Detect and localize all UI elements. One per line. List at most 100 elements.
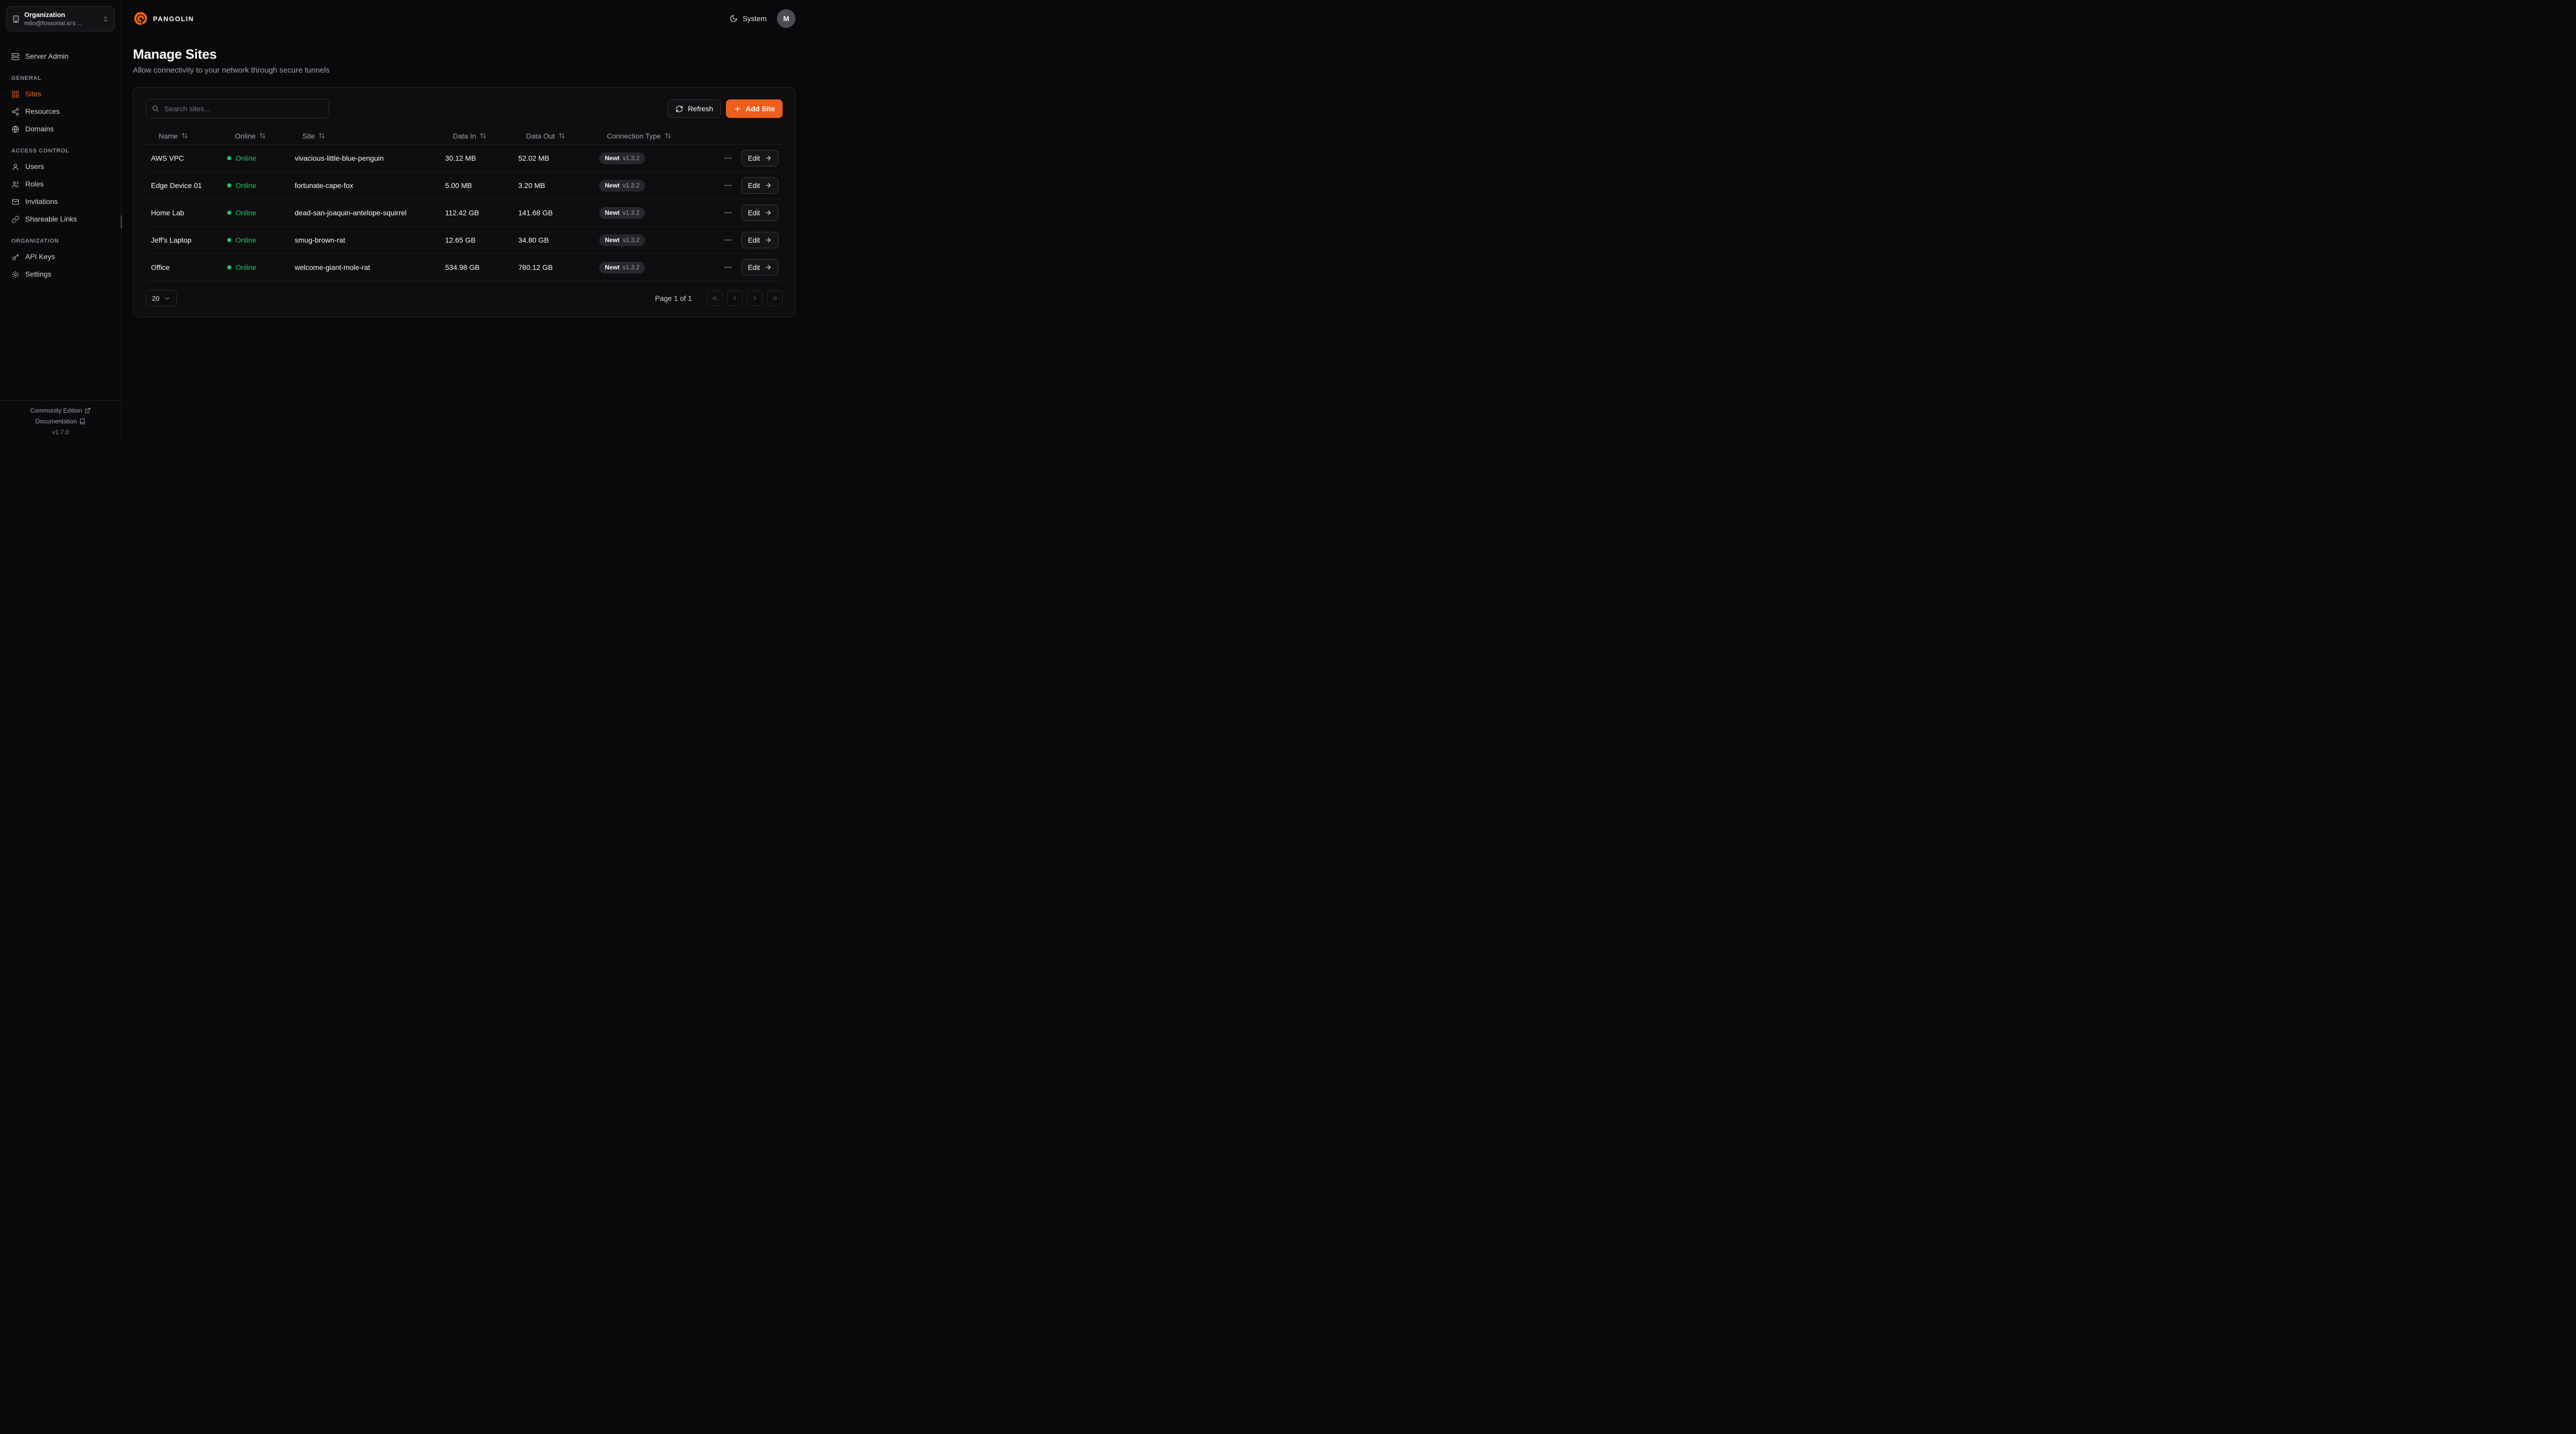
edit-button[interactable]: Edit xyxy=(741,204,778,221)
version-label: v1.7.0 xyxy=(52,429,69,436)
page-title: Manage Sites xyxy=(133,46,217,62)
community-edition-label: Community Edition xyxy=(30,407,82,414)
connection-version: v1.3.2 xyxy=(622,209,640,216)
site-id-cell: welcome-giant-mole-rat xyxy=(295,263,370,271)
connection-name: Newt xyxy=(605,209,620,216)
page-size-select[interactable]: 20 xyxy=(146,290,177,306)
row-menu-button[interactable] xyxy=(722,234,734,246)
online-label: Online xyxy=(235,209,257,217)
connection-version: v1.3.2 xyxy=(622,263,640,271)
connection-badge: Newt v1.3.2 xyxy=(599,234,646,246)
page-status: Page 1 of 1 xyxy=(655,294,692,302)
last-page-button[interactable] xyxy=(767,291,783,306)
refresh-label: Refresh xyxy=(688,105,714,113)
table-toolbar: Refresh Add Site xyxy=(146,99,783,118)
arrow-right-icon xyxy=(765,155,772,162)
section-label-access-control: ACCESS CONTROL xyxy=(11,148,70,154)
documentation-link[interactable]: Documentation xyxy=(36,418,86,425)
sidebar-footer: Community Edition Documentation v xyxy=(0,400,121,443)
pangolin-logo xyxy=(133,11,148,26)
sidebar-item-invitations[interactable]: Invitations xyxy=(6,193,115,210)
sort-icon xyxy=(480,132,486,139)
online-status: Online xyxy=(227,209,295,217)
edit-button[interactable]: Edit xyxy=(741,232,778,248)
column-label: Data Out xyxy=(526,131,555,140)
online-status: Online xyxy=(227,263,295,271)
edit-button[interactable]: Edit xyxy=(741,259,778,276)
column-header-online[interactable]: Online xyxy=(227,132,295,140)
pagination-controls: Page 1 of 1 xyxy=(655,291,783,306)
column-header-connection-type[interactable]: Connection Type xyxy=(599,132,680,140)
edit-button[interactable]: Edit xyxy=(741,177,778,194)
column-label: Online xyxy=(235,131,256,140)
gear-icon xyxy=(11,270,20,279)
row-menu-button[interactable] xyxy=(722,207,734,219)
sort-icon xyxy=(665,132,671,139)
data-in-cell: 12.65 GB xyxy=(445,236,476,244)
book-icon xyxy=(79,418,86,424)
sidebar-item-api-keys[interactable]: API Keys xyxy=(6,248,115,265)
column-header-data-in[interactable]: Data In xyxy=(445,132,518,140)
external-link-icon xyxy=(84,407,91,414)
connection-type-cell: Newt v1.3.2 xyxy=(599,152,680,164)
edit-button[interactable]: Edit xyxy=(741,150,778,166)
site-id-cell: fortunate-cape-fox xyxy=(295,181,353,190)
connection-name: Newt xyxy=(605,263,620,271)
column-header-site[interactable]: Site xyxy=(295,132,445,140)
sidebar-nav: Server Admin GENERAL Sites xyxy=(0,36,121,400)
org-title: Organization xyxy=(24,11,65,19)
waypoints-icon xyxy=(11,108,20,116)
site-name-cell: AWS VPC xyxy=(151,154,184,162)
section-label-general: GENERAL xyxy=(11,75,42,81)
search-input[interactable] xyxy=(146,99,329,118)
org-selector[interactable]: Organization milo@fossorial.io's ... xyxy=(6,6,115,31)
edit-label: Edit xyxy=(748,209,760,217)
row-menu-button[interactable] xyxy=(722,179,734,192)
connection-type-cell: Newt v1.3.2 xyxy=(599,261,680,274)
sidebar-resize-handle[interactable] xyxy=(121,215,122,229)
sidebar-item-label: Users xyxy=(25,162,44,170)
table-row: Home Lab Online dead-san-joaquin-antelop… xyxy=(146,199,783,227)
data-out-cell: 780.12 GB xyxy=(518,263,553,271)
sidebar-item-label: Resources xyxy=(25,107,60,115)
row-menu-button[interactable] xyxy=(722,152,734,164)
sidebar-item-settings[interactable]: Settings xyxy=(6,266,115,283)
edit-label: Edit xyxy=(748,236,760,244)
sidebar-item-users[interactable]: Users xyxy=(6,158,115,175)
sidebar-item-roles[interactable]: Roles xyxy=(6,176,115,193)
avatar[interactable]: M xyxy=(777,9,795,28)
sidebar-item-sites[interactable]: Sites xyxy=(6,86,115,103)
table-row: AWS VPC Online vivacious-little-blue-pen… xyxy=(146,145,783,172)
row-menu-button[interactable] xyxy=(722,261,734,274)
connection-version: v1.3.2 xyxy=(622,236,640,244)
theme-label: System xyxy=(742,14,767,23)
first-page-button[interactable] xyxy=(707,291,722,306)
sidebar-item-domains[interactable]: Domains xyxy=(6,121,115,138)
previous-page-button[interactable] xyxy=(727,291,742,306)
sidebar-item-server-admin[interactable]: Server Admin xyxy=(6,48,115,65)
connection-type-cell: Newt v1.3.2 xyxy=(599,234,680,246)
next-page-button[interactable] xyxy=(747,291,762,306)
toolbar-actions: Refresh Add Site xyxy=(668,99,783,118)
row-actions: Edit xyxy=(680,204,783,221)
sidebar-item-label: Sites xyxy=(25,90,42,98)
online-label: Online xyxy=(235,263,257,271)
add-site-button[interactable]: Add Site xyxy=(726,99,783,118)
sidebar-item-label: Invitations xyxy=(25,197,58,206)
column-header-name[interactable]: Name xyxy=(151,132,227,140)
sidebar-item-resources[interactable]: Resources xyxy=(6,103,115,120)
globe-icon xyxy=(11,125,20,133)
edit-label: Edit xyxy=(748,154,760,162)
online-label: Online xyxy=(235,181,257,190)
data-out-cell: 141.68 GB xyxy=(518,209,553,217)
column-header-data-out[interactable]: Data Out xyxy=(518,132,599,140)
theme-toggle[interactable]: System xyxy=(730,14,767,23)
add-site-label: Add Site xyxy=(745,105,775,113)
search-wrap xyxy=(146,99,329,118)
sort-icon xyxy=(318,132,325,139)
refresh-button[interactable]: Refresh xyxy=(668,99,721,118)
documentation-label: Documentation xyxy=(35,418,77,425)
sidebar-item-label: Domains xyxy=(25,125,54,133)
community-edition-link[interactable]: Community Edition xyxy=(30,407,91,414)
sidebar-item-shareable-links[interactable]: Shareable Links xyxy=(6,211,115,228)
